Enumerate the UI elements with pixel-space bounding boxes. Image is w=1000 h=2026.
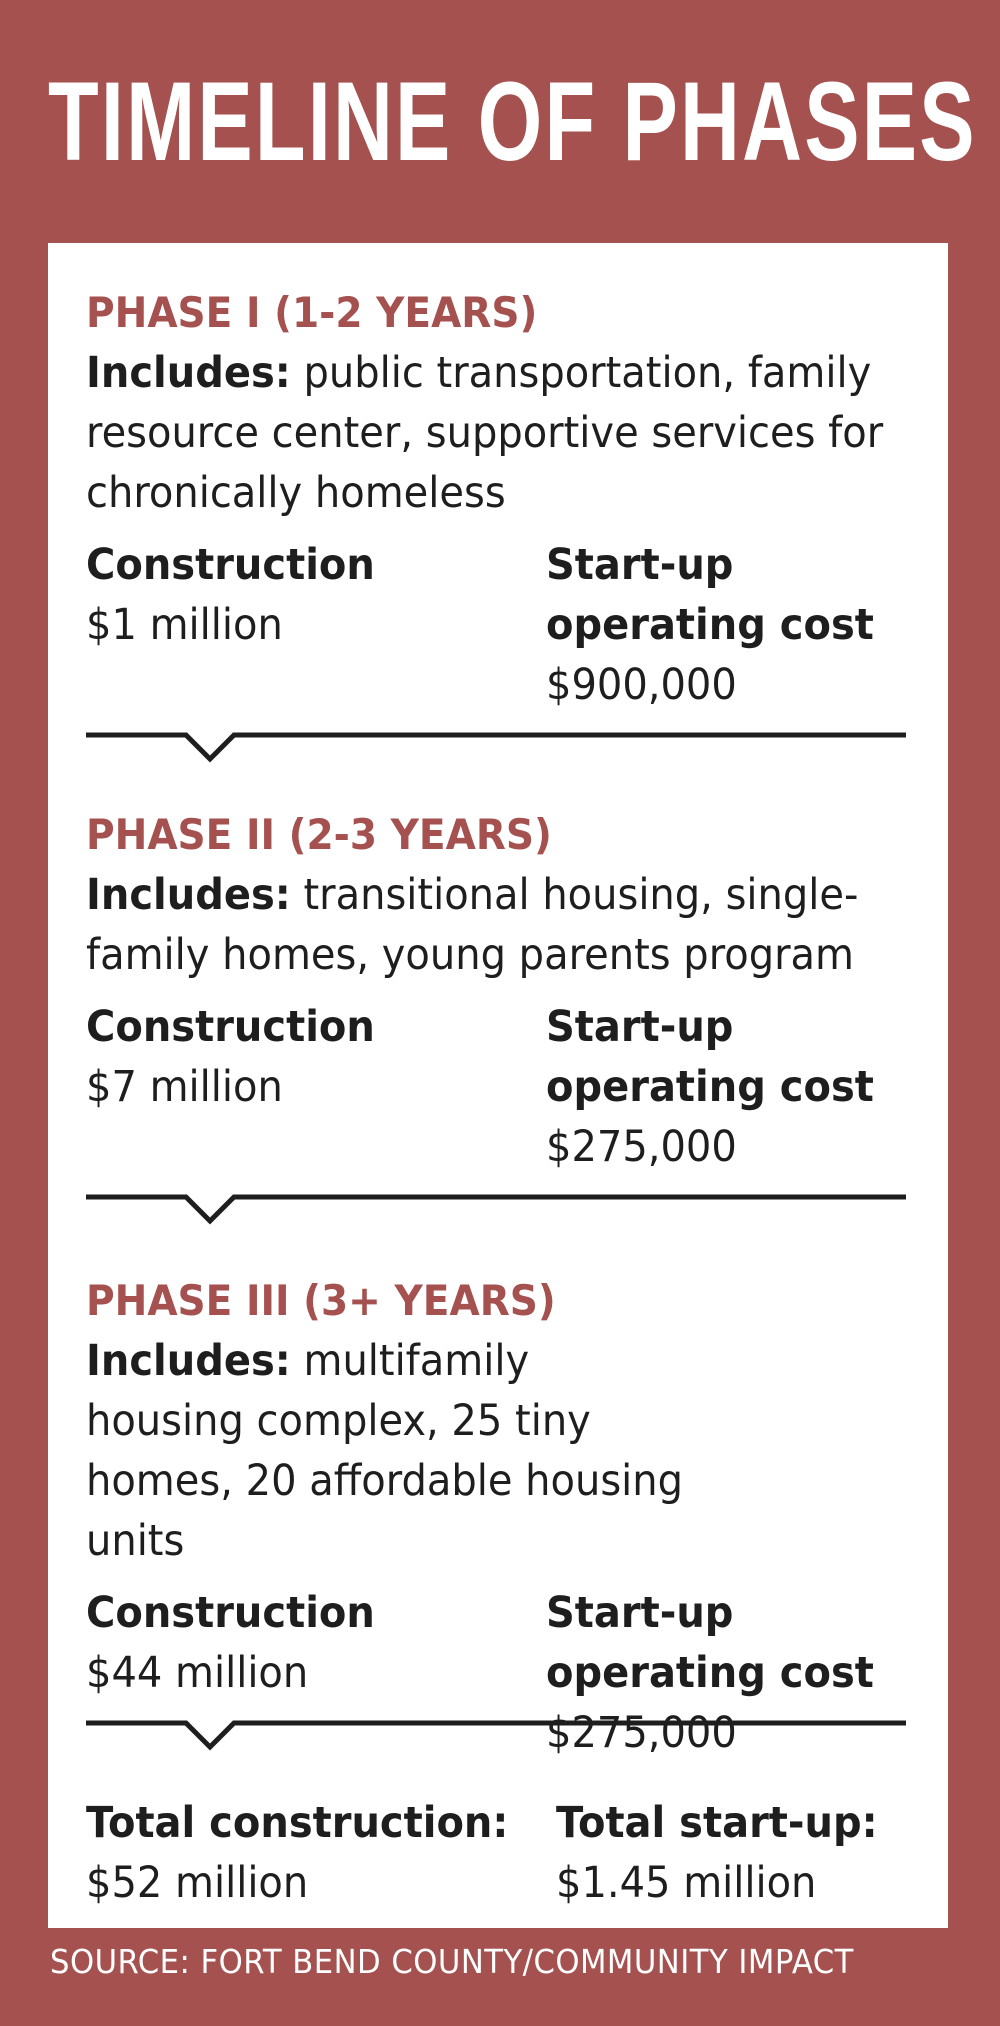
startup-label-line2: operating cost: [546, 600, 874, 650]
phase-2-construction: Construction $7 million: [86, 997, 375, 1117]
phase-3-title: PHASE III (3+ YEARS): [86, 1276, 556, 1325]
phase-2-costs: Construction $7 million Start-up operati…: [86, 997, 926, 1193]
phase-1-startup: Start-up operating cost $900,000: [546, 535, 874, 715]
phase-2-includes: Includes: transitional housing, single-f…: [86, 865, 932, 985]
phase-1-includes-text: public transportation, family resource c…: [86, 348, 884, 518]
total-startup-value: $1.45 million: [556, 1858, 817, 1908]
startup-label-line1: Start-up: [546, 1002, 734, 1052]
phase-1-includes: Includes: public transportation, family …: [86, 343, 886, 523]
phase-3-startup: Start-up operating cost $275,000: [546, 1583, 874, 1763]
phase-2-includes-label: Includes:: [86, 870, 291, 920]
phase-2-startup: Start-up operating cost $275,000: [546, 997, 874, 1177]
construction-label: Construction: [86, 1588, 375, 1638]
startup-value: $275,000: [546, 1122, 737, 1172]
phase-3: PHASE III (3+ YEARS) Includes: multifami…: [86, 1273, 926, 1779]
phase-2-title: PHASE II (2-3 YEARS): [86, 810, 552, 859]
construction-label: Construction: [86, 1002, 375, 1052]
construction-label: Construction: [86, 540, 375, 590]
total-construction-value: $52 million: [86, 1858, 309, 1908]
startup-label-line1: Start-up: [546, 540, 734, 590]
phase-1-includes-label: Includes:: [86, 348, 291, 398]
phase-3-includes-label: Includes:: [86, 1336, 291, 1386]
startup-label-line2: operating cost: [546, 1062, 874, 1112]
phase-divider-2: [86, 1194, 906, 1225]
phase-1-construction: Construction $1 million: [86, 535, 375, 655]
timeline-panel: PHASE I (1-2 YEARS) Includes: public tra…: [48, 243, 948, 1928]
phase-2-includes-text: transitional housing, single-family home…: [86, 870, 859, 980]
construction-value: $1 million: [86, 600, 283, 650]
phase-3-costs: Construction $44 million Start-up operat…: [86, 1583, 926, 1779]
phase-1-title: PHASE I (1-2 YEARS): [86, 288, 538, 337]
total-construction-label: Total construction:: [86, 1798, 509, 1848]
phase-3-includes: Includes: multifamily housing complex, 2…: [86, 1331, 691, 1571]
construction-value: $7 million: [86, 1062, 283, 1112]
total-startup: Total start-up: $1.45 million: [556, 1793, 878, 1913]
phase-divider-3: [86, 1720, 906, 1751]
total-startup-label: Total start-up:: [556, 1798, 878, 1848]
phase-3-includes-text: multifamily housing complex, 25 tiny hom…: [86, 1336, 684, 1566]
totals: Total construction: $52 million Total st…: [86, 1793, 926, 1923]
startup-value: $900,000: [546, 660, 737, 710]
phase-1: PHASE I (1-2 YEARS) Includes: public tra…: [86, 285, 926, 731]
page-title: TIMELINE OF PHASES: [48, 59, 977, 184]
startup-label-line2: operating cost: [546, 1648, 874, 1698]
total-construction: Total construction: $52 million: [86, 1793, 508, 1913]
startup-value: $275,000: [546, 1708, 737, 1758]
startup-label-line1: Start-up: [546, 1588, 734, 1638]
construction-value: $44 million: [86, 1648, 309, 1698]
phase-2: PHASE II (2-3 YEARS) Includes: transitio…: [86, 807, 926, 1193]
phase-3-construction: Construction $44 million: [86, 1583, 375, 1703]
phase-1-costs: Construction $1 million Start-up operati…: [86, 535, 926, 731]
source-credit: SOURCE: FORT BEND COUNTY/COMMUNITY IMPAC…: [50, 1942, 854, 1981]
phase-divider-1: [86, 732, 906, 763]
